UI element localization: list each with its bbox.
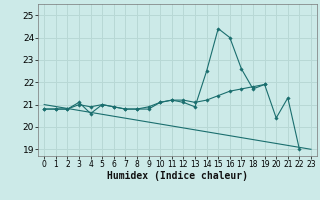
X-axis label: Humidex (Indice chaleur): Humidex (Indice chaleur) [107, 171, 248, 181]
